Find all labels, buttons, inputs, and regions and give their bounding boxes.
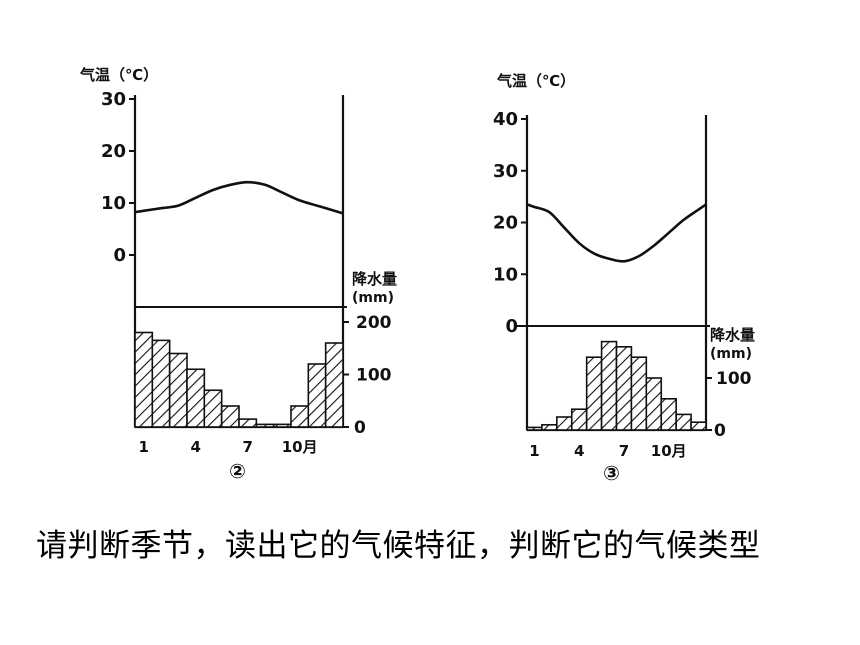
axis-ticks: 0 10 20 30 40 0 100 1 4 7 10月 (493, 109, 752, 460)
precip-axis-label: 降水量 (352, 270, 397, 288)
precipitation-bar (645, 377, 663, 431)
precipitation-bar (324, 342, 344, 428)
precipitation-bars (134, 331, 344, 428)
precipitation-tick-label: 100 (356, 366, 392, 386)
precipitation-bar (134, 331, 154, 428)
precipitation-bar (220, 405, 240, 428)
temperature-tick-label: 10 (101, 193, 126, 214)
precipitation-tick-label: 0 (354, 418, 366, 438)
precipitation-bar (600, 340, 618, 431)
month-tick-label: 1 (529, 442, 539, 460)
precipitation-tick-label: 200 (356, 313, 392, 333)
temperature-curve (526, 203, 707, 263)
temperature-curve (134, 180, 344, 215)
precip-axis-unit: (mm) (352, 290, 394, 306)
precipitation-bar (585, 356, 603, 431)
temperature-tick-label: 20 (101, 141, 126, 162)
precipitation-bar (675, 413, 692, 431)
temperature-tick-label: 10 (493, 264, 518, 285)
precip-axis-unit: (mm) (710, 346, 752, 362)
month-tick-label: 4 (574, 442, 584, 460)
month-tick-label: 7 (619, 442, 629, 460)
axis-ticks: 0 10 20 30 0 100 200 1 4 7 10月 (101, 89, 392, 456)
month-tick-label: 4 (190, 438, 200, 456)
precipitation-bar (151, 339, 171, 428)
precipitation-bar (570, 408, 588, 431)
question-text: 请判断季节，读出它的气候特征，判断它的气候类型 (36, 528, 761, 564)
chart-caption: ③ (603, 461, 620, 485)
climate-chart-2: 气温（℃） 降水量 (mm) ② 0 10 20 30 0 100 200 1 4 7 10月 (79, 66, 397, 483)
precipitation-bar (541, 423, 558, 431)
temperature-tick-label: 0 (113, 245, 126, 266)
temperature-tick-label: 0 (505, 316, 518, 337)
month-tick-label: 10月 (651, 442, 687, 460)
precipitation-bar (630, 356, 648, 431)
precipitation-bar (660, 397, 677, 431)
precipitation-bar (615, 345, 633, 431)
temp-axis-label: 气温（℃） (496, 72, 575, 90)
temperature-line (134, 180, 344, 215)
precipitation-bar (556, 416, 573, 431)
climate-chart-3: 气温（℃） 降水量 (mm) ③ 0 10 20 30 40 0 100 1 4 7 10月 (493, 72, 755, 485)
temperature-tick-label: 40 (493, 109, 518, 130)
precipitation-bar (203, 389, 223, 428)
precipitation-tick-label: 0 (714, 421, 726, 441)
precip-axis-label: 降水量 (710, 326, 755, 344)
temperature-tick-label: 30 (493, 161, 518, 182)
precipitation-bar (307, 363, 327, 428)
precipitation-bar (526, 426, 543, 431)
precipitation-bar (238, 418, 258, 428)
precipitation-bar (255, 423, 275, 428)
precipitation-tick-label: 100 (716, 369, 752, 389)
month-tick-label: 10月 (282, 438, 318, 456)
month-tick-label: 7 (242, 438, 252, 456)
precipitation-bar (290, 405, 310, 428)
temperature-tick-label: 30 (101, 89, 126, 110)
chart-caption: ② (229, 459, 246, 483)
temperature-tick-label: 20 (493, 213, 518, 234)
temp-axis-label: 气温（℃） (79, 66, 158, 84)
temperature-line (526, 203, 707, 263)
precipitation-bar (186, 368, 206, 428)
precipitation-bars (526, 340, 707, 431)
precipitation-bar (690, 421, 707, 431)
precipitation-bar (168, 352, 188, 428)
month-tick-label: 1 (138, 438, 148, 456)
precipitation-bar (272, 423, 292, 428)
